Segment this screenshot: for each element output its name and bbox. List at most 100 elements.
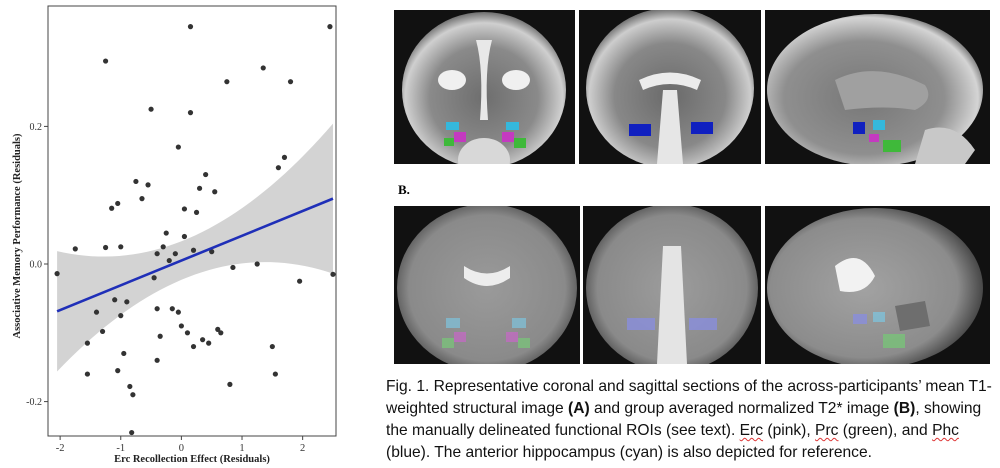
caption-text-4: (pink), xyxy=(763,422,816,439)
data-point xyxy=(212,189,218,195)
data-point xyxy=(260,65,266,71)
roi-phc-left xyxy=(629,124,651,136)
data-point xyxy=(230,264,236,271)
data-point xyxy=(93,309,100,315)
roi-phc-sagittal xyxy=(853,122,865,134)
caption-phc: Phc xyxy=(932,422,959,439)
y-tick-label: 0.0 xyxy=(30,260,43,271)
caption-text-6: (blue). The anterior hippocampus (cyan) … xyxy=(386,444,872,461)
data-point xyxy=(181,206,188,212)
roi-hippocampus-left-b xyxy=(446,318,460,328)
caption-prc: Prc xyxy=(815,422,839,439)
data-point xyxy=(109,205,115,211)
data-point xyxy=(254,261,260,267)
data-point xyxy=(166,257,172,264)
data-points xyxy=(54,24,336,436)
data-point xyxy=(175,309,181,315)
data-point xyxy=(112,297,118,303)
data-point xyxy=(133,178,139,185)
data-point xyxy=(215,326,221,332)
caption-ref-a: (A) xyxy=(568,400,590,417)
data-point xyxy=(129,429,135,436)
data-point xyxy=(84,371,91,377)
roi-hippocampus-right-b xyxy=(512,318,526,328)
caption-erc: Erc xyxy=(739,422,764,439)
data-point xyxy=(148,106,154,112)
roi-erc-sagittal xyxy=(869,134,879,142)
data-point xyxy=(330,271,336,277)
data-point xyxy=(224,79,230,85)
caption-text-5: (green), and xyxy=(838,422,933,439)
confidence-band xyxy=(57,123,333,372)
caption-text-1: Fig. 1. Representative coronal and sagit… xyxy=(386,378,992,417)
data-point xyxy=(297,278,303,284)
data-point xyxy=(269,343,275,350)
roi-phc-left-b xyxy=(627,318,655,330)
data-point xyxy=(193,209,200,215)
data-point xyxy=(99,328,106,335)
data-point xyxy=(121,350,127,357)
roi-prc-sagittal-b xyxy=(883,334,905,348)
regression-line-path xyxy=(56,197,334,313)
caption-text-3: , showing the manually delineated functi… xyxy=(386,400,982,439)
panel-a-coronal-1 xyxy=(394,10,575,164)
data-point xyxy=(145,182,151,188)
roi-erc-left xyxy=(454,132,466,142)
data-point xyxy=(190,247,197,253)
data-point xyxy=(103,58,109,64)
data-point xyxy=(118,313,124,319)
confidence-band-area xyxy=(57,123,333,372)
x-tick-label: -1 xyxy=(116,443,125,454)
data-point xyxy=(218,330,224,336)
data-point xyxy=(130,392,136,398)
data-point xyxy=(287,79,294,85)
data-point xyxy=(178,323,184,329)
x-tick-label: 2 xyxy=(300,443,305,454)
data-point xyxy=(151,275,157,281)
roi-prc-left xyxy=(444,138,454,146)
data-point xyxy=(272,371,278,377)
panel-b-label: B. xyxy=(398,182,410,197)
data-point xyxy=(157,333,163,339)
data-point xyxy=(190,343,197,350)
data-point xyxy=(200,337,206,343)
roi-prc-left-b xyxy=(442,338,454,348)
roi-phc-right xyxy=(691,122,713,134)
data-point xyxy=(54,271,60,277)
caption-text-2: and group averaged normalized T2* image xyxy=(589,400,894,417)
regression-line xyxy=(56,197,334,313)
roi-erc-right-b xyxy=(506,332,518,342)
data-point xyxy=(115,368,121,374)
data-point xyxy=(327,24,333,30)
data-point xyxy=(118,244,124,250)
data-point xyxy=(181,233,188,240)
data-point xyxy=(203,171,209,178)
roi-prc-sagittal xyxy=(883,140,901,152)
panel-b-coronal-2 xyxy=(583,206,761,364)
x-tick-label: 1 xyxy=(239,443,244,454)
roi-erc-right xyxy=(502,132,514,142)
scatter-plot: -2 -1 0 1 2 -0.2 0.0 0.2 Erc Recollection Effec… xyxy=(12,5,337,465)
data-point xyxy=(115,200,121,207)
y-tick-label: -0.2 xyxy=(26,397,42,408)
roi-hippocampus-sagittal xyxy=(873,120,885,130)
panel-a-sagittal xyxy=(765,10,990,164)
data-point xyxy=(275,165,281,171)
panel-a-coronal-2 xyxy=(579,10,761,164)
axes: -2 -1 0 1 2 -0.2 0.0 0.2 xyxy=(26,122,305,454)
data-point xyxy=(154,357,160,363)
data-point xyxy=(187,110,194,116)
x-axis-label: Erc Recollection Effect (Residuals) xyxy=(114,454,270,465)
data-point xyxy=(103,244,109,251)
data-point xyxy=(184,330,191,336)
roi-phc-sagittal-b xyxy=(853,314,867,324)
y-axis-label: Associative Memory Performance (Residual… xyxy=(12,133,23,338)
roi-hippocampus-left xyxy=(446,122,459,130)
data-point xyxy=(127,383,133,390)
roi-erc-left-b xyxy=(454,332,466,342)
roi-prc-right xyxy=(514,138,526,148)
data-point xyxy=(209,249,215,255)
data-point xyxy=(169,306,175,312)
y-tick-label: 0.2 xyxy=(30,122,43,133)
caption-ref-b: (B) xyxy=(893,400,916,417)
